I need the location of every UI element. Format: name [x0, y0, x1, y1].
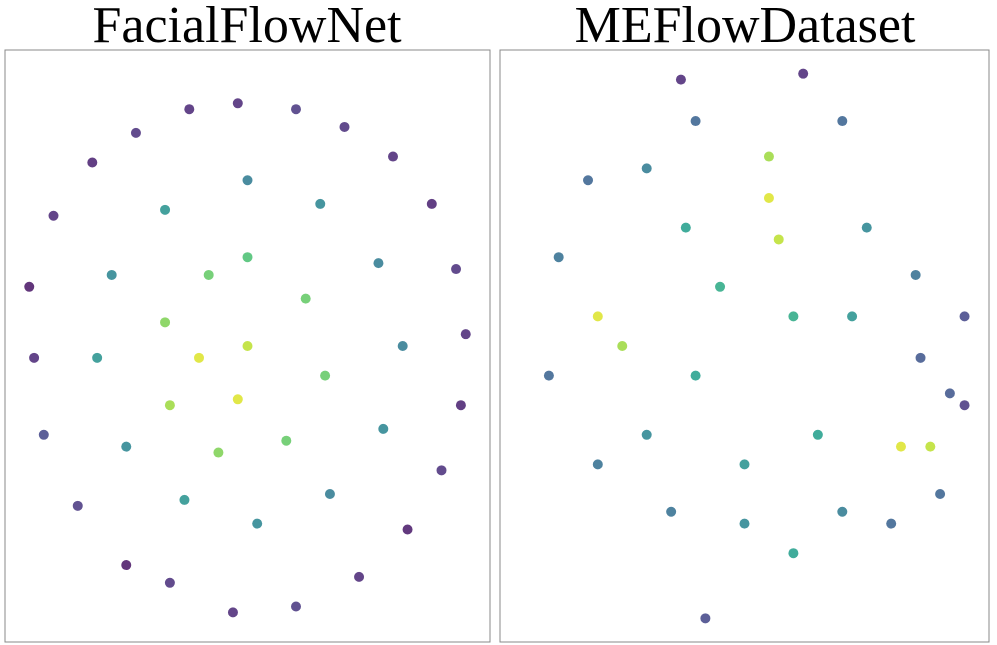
data-point — [227, 607, 238, 618]
data-point — [935, 489, 946, 499]
data-point — [925, 441, 936, 452]
data-point — [592, 311, 603, 322]
data-point — [291, 601, 301, 612]
data-point — [160, 204, 171, 215]
data-point — [553, 252, 564, 263]
data-point — [680, 222, 691, 233]
data-point — [847, 311, 858, 322]
data-point — [213, 447, 224, 458]
data-point — [402, 524, 413, 535]
data-point — [203, 269, 214, 280]
data-point — [426, 198, 437, 209]
data-point — [455, 400, 466, 411]
data-point — [959, 400, 970, 411]
data-point — [92, 352, 103, 363]
data-point — [436, 465, 447, 476]
data-point — [281, 435, 292, 446]
data-point — [583, 175, 594, 186]
data-point — [915, 352, 926, 363]
chart-title: MEFlowDataset — [575, 0, 916, 54]
data-point — [184, 104, 195, 115]
data-point — [543, 370, 554, 381]
data-point — [641, 163, 652, 174]
data-point — [460, 329, 471, 340]
data-point — [339, 121, 350, 132]
data-point — [895, 441, 906, 452]
data-point — [451, 264, 462, 275]
data-point — [87, 157, 98, 168]
data-point — [675, 74, 686, 85]
data-point — [106, 269, 117, 280]
data-point — [641, 429, 652, 440]
data-point — [164, 577, 175, 588]
data-point — [812, 429, 823, 440]
plot-frame — [499, 49, 990, 643]
chart-title: FacialFlowNet — [92, 0, 402, 54]
data-point — [788, 311, 799, 322]
data-point — [617, 341, 628, 351]
data-point — [291, 104, 301, 115]
data-point — [666, 506, 677, 517]
data-point — [315, 198, 326, 209]
data-point — [232, 394, 243, 405]
data-point — [324, 489, 335, 499]
data-point — [837, 116, 848, 127]
data-point — [252, 518, 263, 529]
data-point — [763, 193, 774, 203]
data-point — [373, 258, 384, 269]
data-point — [194, 352, 204, 363]
data-point — [24, 281, 35, 292]
data-point — [232, 98, 243, 109]
data-point — [798, 68, 809, 79]
data-point — [121, 441, 132, 452]
data-point — [29, 352, 40, 363]
data-point — [130, 127, 141, 138]
data-point — [700, 613, 711, 624]
data-point — [320, 370, 331, 381]
data-point — [378, 423, 389, 434]
plot-frame — [4, 49, 491, 643]
data-point — [773, 234, 784, 245]
data-point — [944, 388, 955, 399]
data-point — [388, 151, 398, 162]
data-point — [715, 281, 726, 292]
data-point — [690, 116, 701, 127]
data-point — [160, 317, 171, 328]
data-point — [242, 175, 253, 186]
data-point — [121, 560, 132, 571]
data-point — [592, 459, 603, 470]
data-point — [38, 429, 49, 440]
data-point — [739, 518, 750, 529]
data-point — [910, 269, 921, 280]
data-point — [861, 222, 872, 233]
data-point — [48, 210, 59, 221]
data-point — [164, 400, 175, 411]
data-point — [242, 252, 253, 263]
data-point — [959, 311, 970, 322]
data-point — [739, 459, 750, 470]
data-point — [397, 341, 408, 351]
data-point — [72, 500, 83, 511]
data-point — [242, 341, 253, 351]
data-point — [886, 518, 897, 529]
data-point — [763, 151, 774, 162]
data-point — [354, 571, 365, 582]
data-point — [179, 494, 190, 505]
data-point — [788, 548, 799, 559]
data-point — [300, 293, 311, 304]
data-point — [837, 506, 848, 517]
data-point — [690, 370, 701, 381]
